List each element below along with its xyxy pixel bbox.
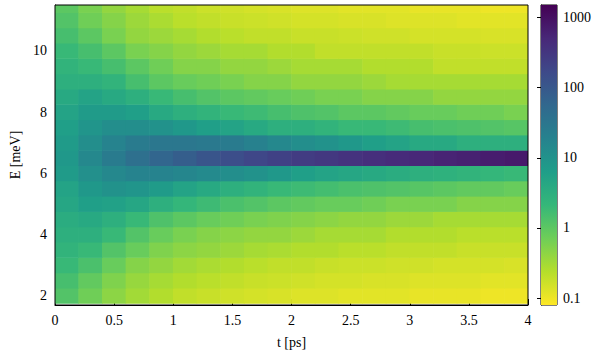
svg-text:2.5: 2.5 <box>342 313 360 328</box>
svg-text:3: 3 <box>406 313 413 328</box>
svg-text:10: 10 <box>563 150 577 165</box>
svg-text:t [ps]: t [ps] <box>277 335 306 350</box>
svg-text:10: 10 <box>33 43 47 58</box>
svg-text:0.5: 0.5 <box>105 313 123 328</box>
svg-text:6: 6 <box>40 166 47 181</box>
svg-text:100: 100 <box>563 80 584 95</box>
svg-text:E [meV]: E [meV] <box>8 131 23 180</box>
svg-text:1: 1 <box>170 313 177 328</box>
svg-text:2: 2 <box>40 288 47 303</box>
svg-text:3.5: 3.5 <box>460 313 478 328</box>
svg-text:4: 4 <box>525 313 532 328</box>
svg-text:1: 1 <box>563 220 570 235</box>
svg-text:8: 8 <box>40 105 47 120</box>
svg-text:1000: 1000 <box>563 10 591 25</box>
svg-text:0: 0 <box>52 313 59 328</box>
svg-text:0.1: 0.1 <box>563 291 581 306</box>
svg-text:2: 2 <box>288 313 295 328</box>
svg-text:4: 4 <box>40 227 47 242</box>
svg-text:1.5: 1.5 <box>224 313 242 328</box>
